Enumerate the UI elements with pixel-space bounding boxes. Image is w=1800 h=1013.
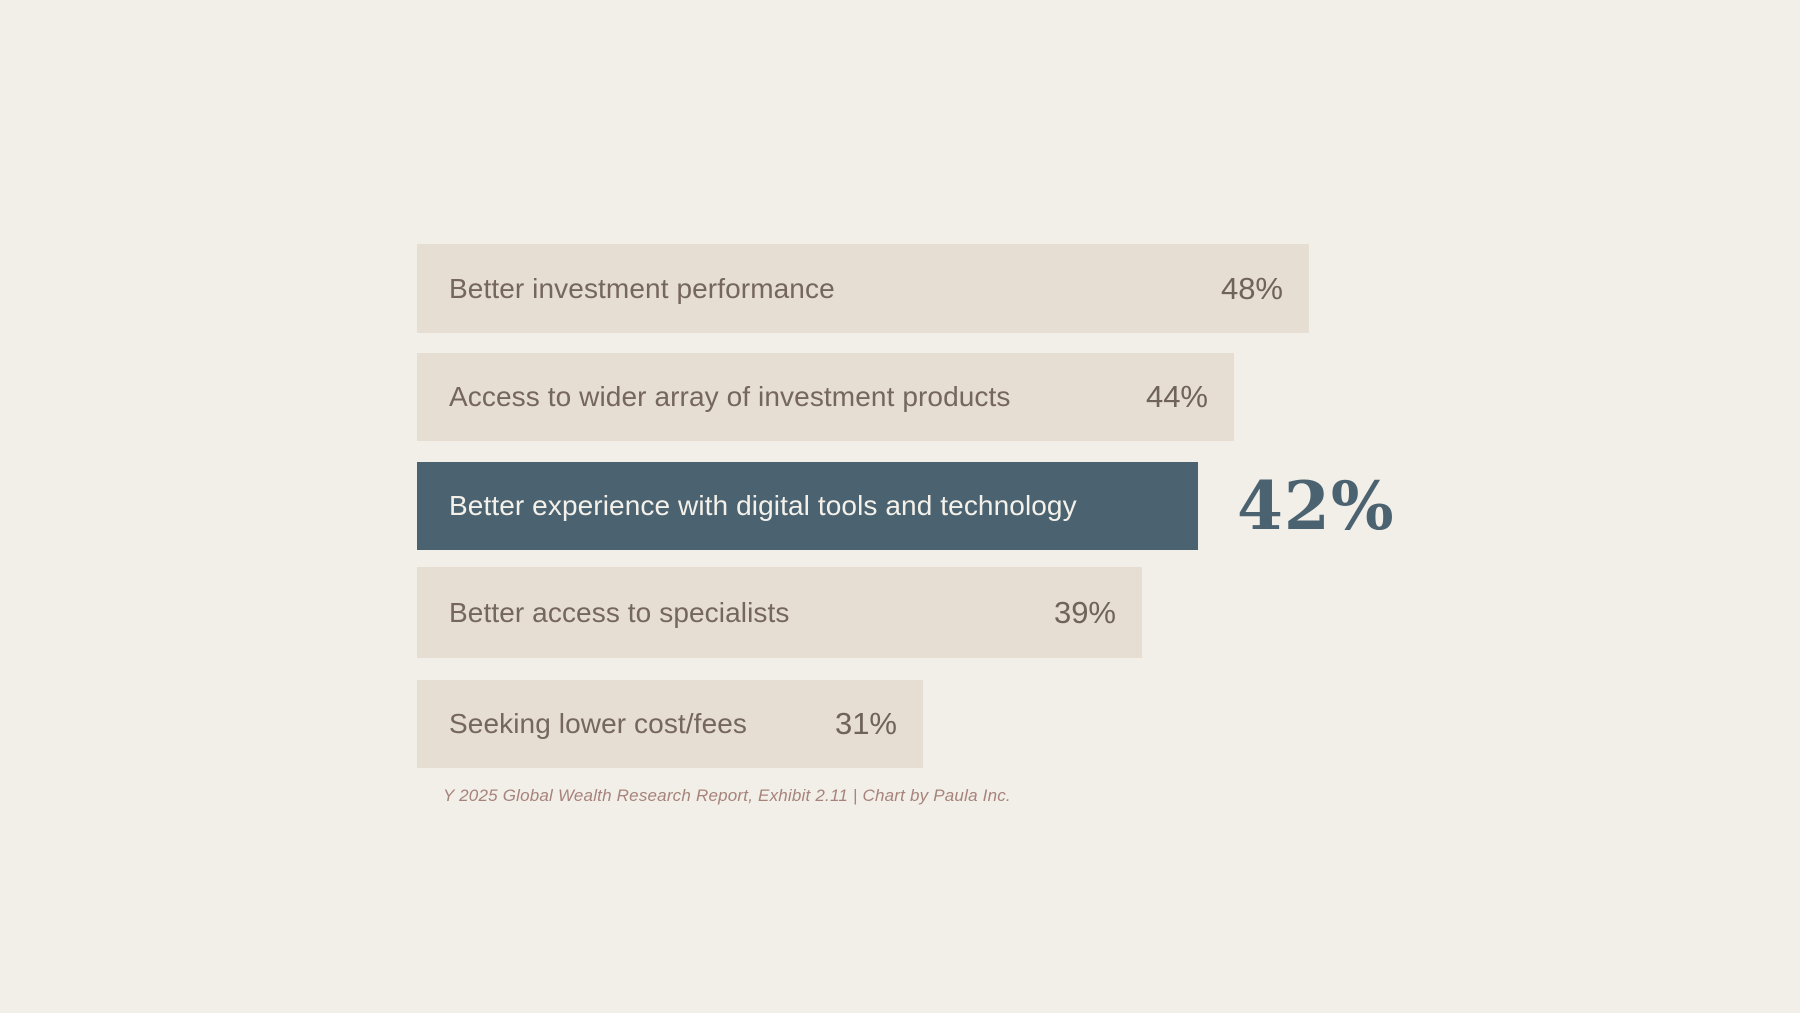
- bar-better-experience-with-digital-tools-and-technology: Better experience with digital tools and…: [417, 462, 1198, 550]
- bar-seeking-lower-cost-fees: Seeking lower cost/fees 31%: [417, 680, 923, 768]
- bar-label: Better experience with digital tools and…: [449, 490, 1077, 521]
- bar-label: Better access to specialists: [449, 596, 790, 628]
- bar-access-to-wider-array-of-investment-products: Access to wider array of investment prod…: [417, 353, 1234, 441]
- bar-value: 44%: [1145, 379, 1208, 414]
- bar-label: Better investment performance: [449, 272, 835, 304]
- highlighted-bar-value: 42%: [1237, 467, 1395, 545]
- bar-label: Seeking lower cost/fees: [449, 708, 748, 739]
- source-note: Y 2025 Global Wealth Research Report, Ex…: [443, 786, 1011, 805]
- bar-better-access-to-specialists: Better access to specialists 39%: [417, 567, 1142, 658]
- bar-value: 39%: [1053, 594, 1116, 630]
- bar-label: Access to wider array of investment prod…: [449, 381, 1011, 412]
- bar-better-investment-performance: Better investment performance 48%: [417, 244, 1309, 333]
- bar-value: 48%: [1220, 270, 1283, 306]
- bar-value: 31%: [834, 706, 897, 741]
